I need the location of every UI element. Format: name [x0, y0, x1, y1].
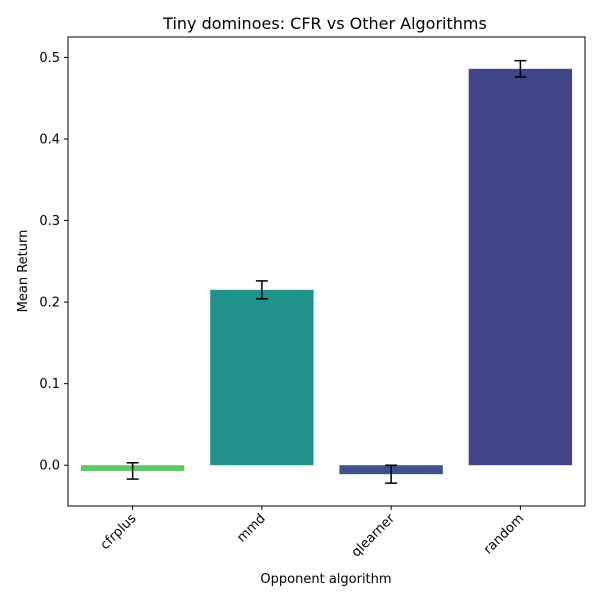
- error-bar-random: [514, 59, 527, 78]
- y-tick-label: 0.0: [39, 459, 60, 474]
- y-tick-label: 0.1: [39, 377, 60, 392]
- errorbars-layer: [126, 59, 527, 484]
- x-tick-label-qlearner: qlearner: [349, 511, 399, 561]
- bars-layer: [80, 68, 573, 475]
- chart-title: Tiny dominoes: CFR vs Other Algorithms: [162, 14, 487, 33]
- y-axis-label: Mean Return: [16, 230, 31, 313]
- x-tick-label-random: random: [481, 511, 527, 557]
- error-bar-qlearner: [385, 464, 398, 484]
- bar-random: [468, 68, 573, 466]
- x-axis-label: Opponent algorithm: [260, 572, 391, 587]
- y-axis: 0.0 0.1 0.2 0.3 0.4 0.5: [39, 51, 68, 474]
- y-tick-label: 0.4: [39, 132, 60, 147]
- y-tick-label: 0.3: [39, 214, 60, 229]
- x-axis: cfrplus mmd qlearner random: [98, 506, 527, 560]
- plot-area: [67, 36, 586, 507]
- y-tick-label: 0.2: [39, 296, 60, 311]
- x-tick-label-mmd: mmd: [234, 511, 268, 545]
- error-bar-mmd: [255, 280, 268, 300]
- x-tick-label-cfrplus: cfrplus: [98, 511, 140, 553]
- y-tick-label: 0.5: [39, 51, 60, 66]
- error-bar-cfrplus: [126, 462, 139, 480]
- bar-mmd: [210, 289, 314, 466]
